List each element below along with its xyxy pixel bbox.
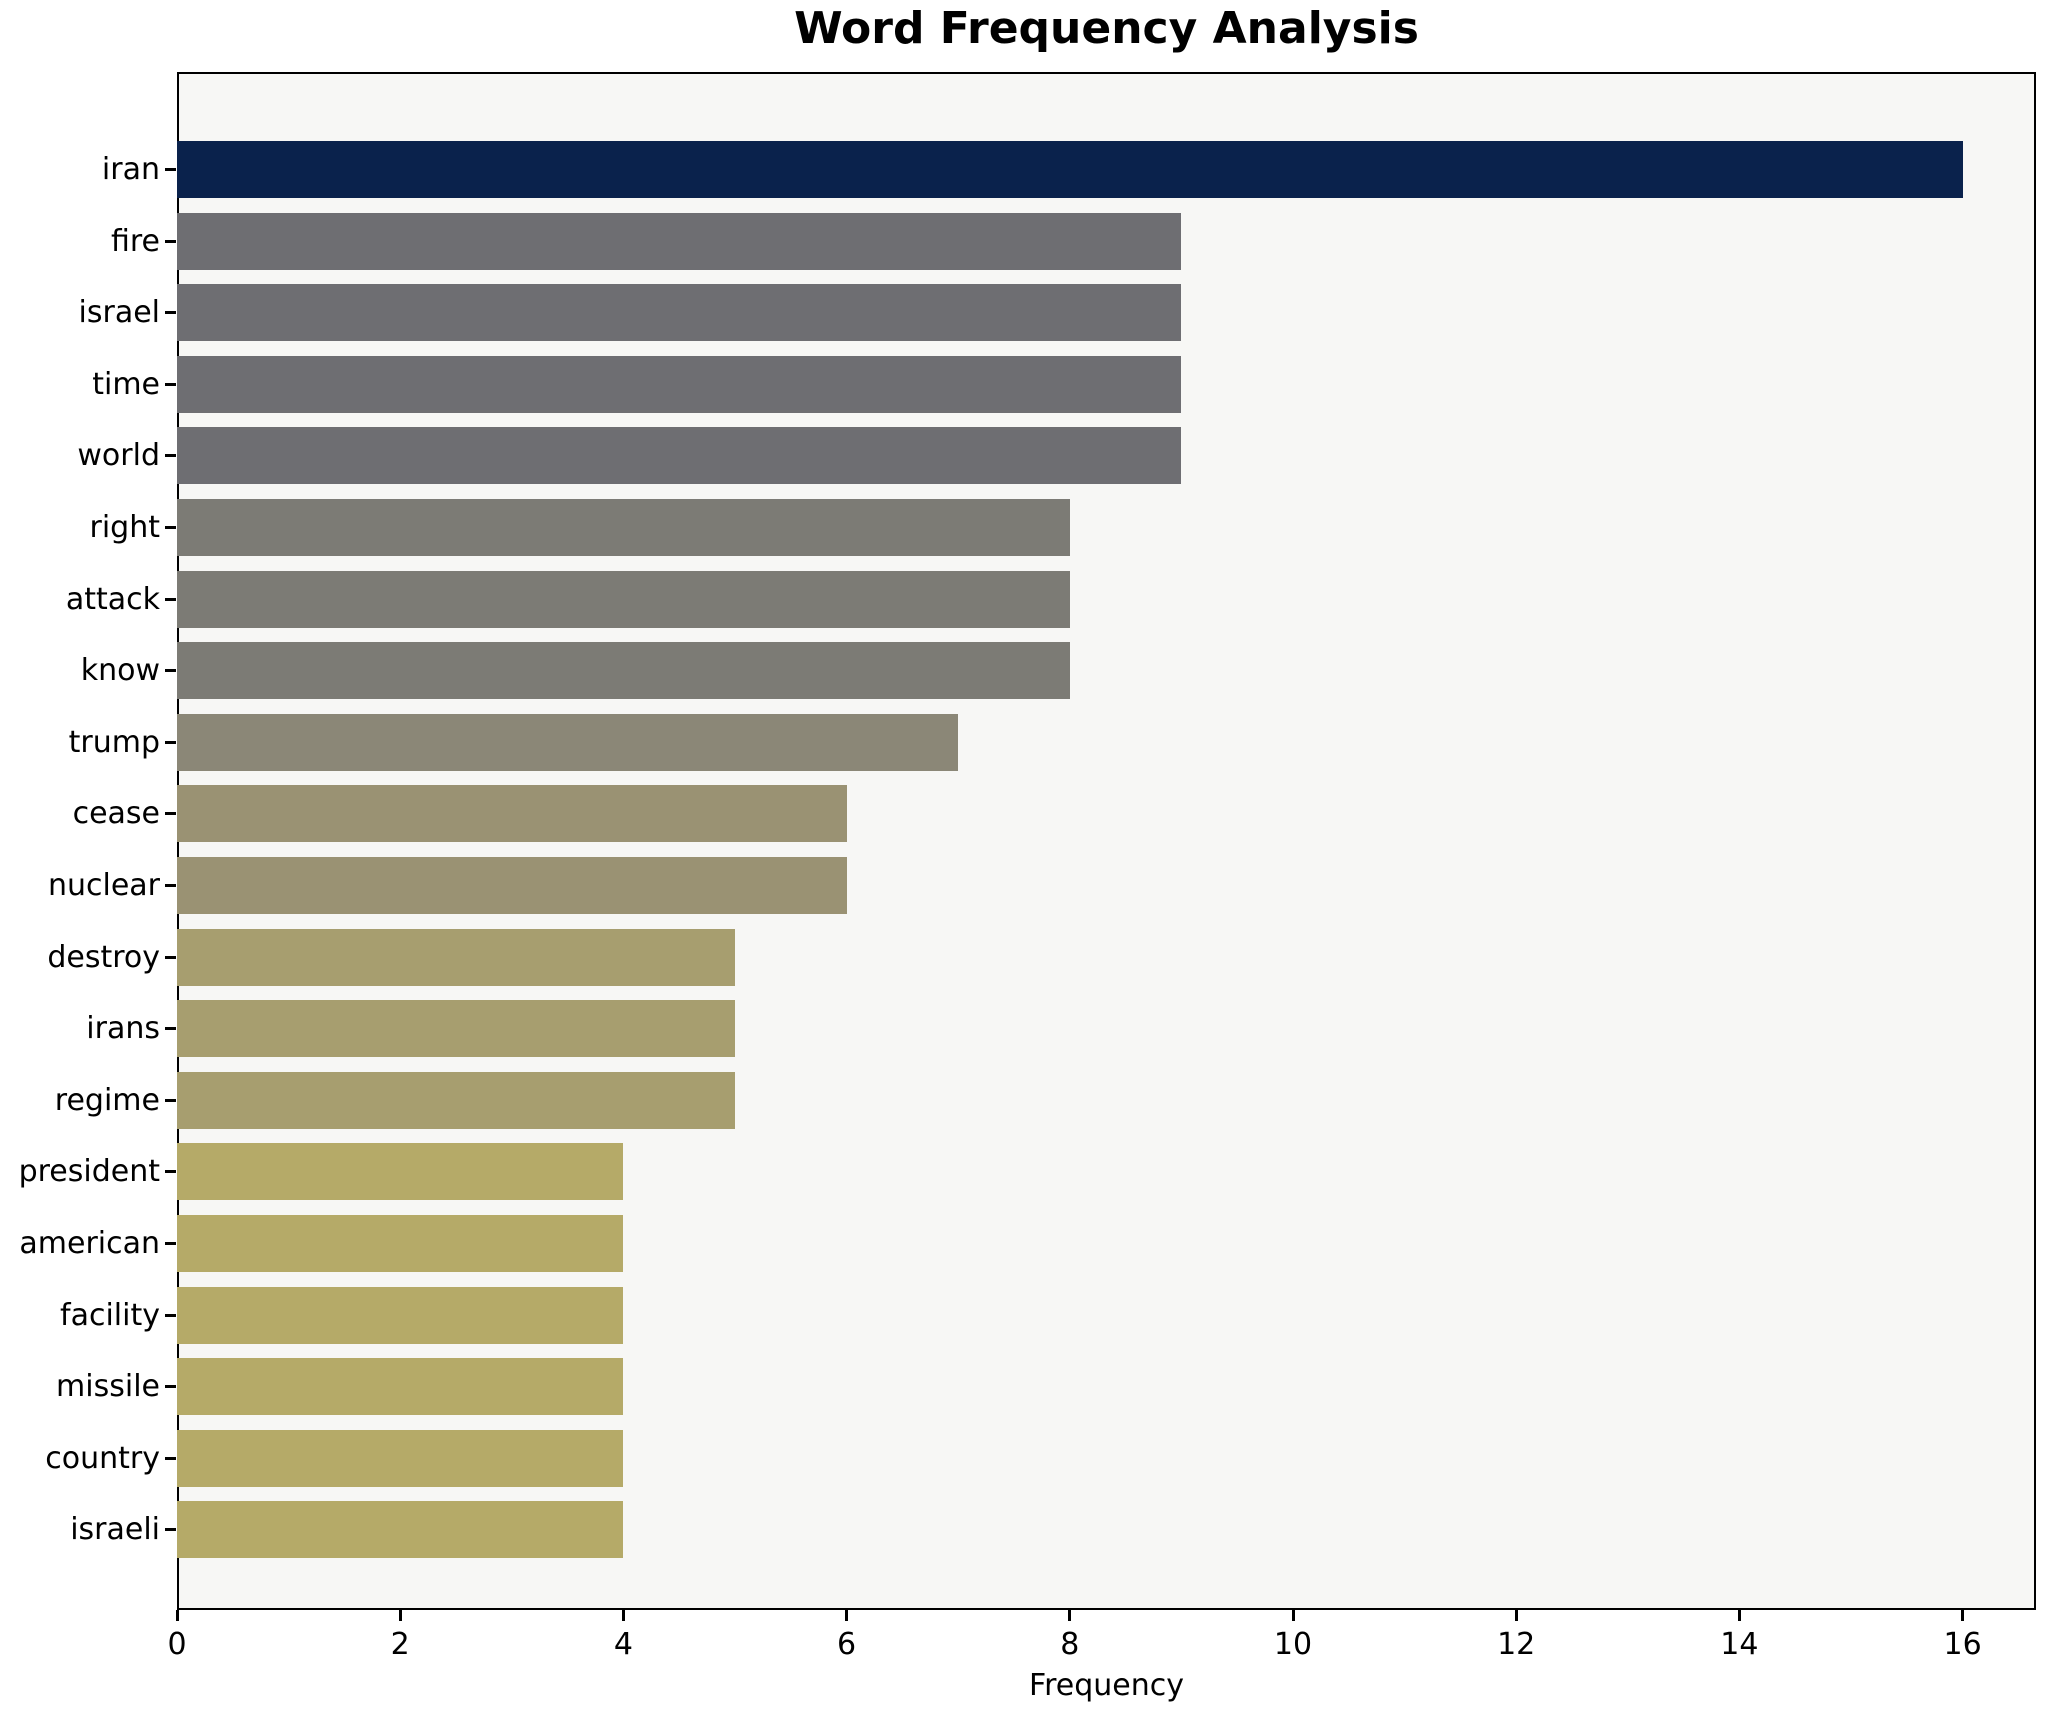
bar-fire bbox=[177, 212, 1182, 270]
y-tick-american bbox=[165, 1242, 176, 1245]
bar-president bbox=[177, 1143, 624, 1201]
bar-facility bbox=[177, 1286, 624, 1344]
y-tick-facility bbox=[165, 1313, 176, 1317]
y-tick-irans bbox=[165, 1027, 176, 1031]
y-label-time: time bbox=[92, 366, 160, 402]
y-tick-israel bbox=[165, 311, 176, 315]
x-tick-14 bbox=[1737, 1610, 1741, 1621]
bar-world bbox=[177, 427, 1182, 485]
x-tick-10 bbox=[1291, 1610, 1295, 1621]
y-tick-country bbox=[165, 1456, 176, 1460]
bar-time bbox=[177, 355, 1182, 413]
y-label-israel: israel bbox=[78, 295, 160, 331]
y-tick-regime bbox=[165, 1098, 176, 1102]
x-tick-16 bbox=[1961, 1610, 1965, 1621]
y-tick-destroy bbox=[165, 955, 176, 959]
y-label-israeli: israeli bbox=[70, 1512, 160, 1548]
x-tick-8 bbox=[1068, 1610, 1072, 1621]
x-tick-label-16: 16 bbox=[1943, 1627, 1982, 1662]
chart-title: Word Frequency Analysis bbox=[794, 3, 1419, 54]
y-label-missile: missile bbox=[56, 1369, 160, 1405]
bar-regime bbox=[177, 1071, 735, 1129]
y-tick-fire bbox=[165, 239, 176, 243]
y-label-nuclear: nuclear bbox=[47, 868, 160, 903]
x-tick-label-6: 6 bbox=[837, 1627, 857, 1662]
bar-israel bbox=[177, 284, 1182, 342]
x-tick-label-14: 14 bbox=[1720, 1627, 1759, 1662]
x-tick-label-10: 10 bbox=[1273, 1627, 1313, 1662]
y-label-irans: irans bbox=[86, 1011, 160, 1047]
y-tick-attack bbox=[165, 597, 176, 601]
bar-country bbox=[177, 1429, 624, 1487]
y-label-country: country bbox=[45, 1440, 160, 1476]
y-label-american: american bbox=[19, 1226, 160, 1261]
bar-cease bbox=[177, 785, 847, 843]
y-label-trump: trump bbox=[68, 724, 160, 760]
y-tick-israeli bbox=[165, 1528, 176, 1532]
x-tick-2 bbox=[398, 1610, 402, 1621]
x-axis-label: Frequency bbox=[1029, 1668, 1184, 1703]
bar-iran bbox=[177, 141, 1963, 198]
y-tick-know bbox=[165, 669, 176, 673]
y-tick-trump bbox=[165, 740, 176, 744]
x-tick-12 bbox=[1514, 1610, 1518, 1621]
bar-know bbox=[177, 642, 1070, 700]
y-label-right: right bbox=[89, 510, 161, 545]
y-label-iran: iran bbox=[101, 152, 160, 187]
y-label-destroy: destroy bbox=[47, 939, 160, 975]
bar-missile bbox=[177, 1358, 624, 1416]
bar-nuclear bbox=[177, 857, 847, 914]
y-tick-president bbox=[165, 1170, 176, 1174]
y-tick-iran bbox=[165, 168, 176, 171]
y-label-cease: cease bbox=[72, 796, 160, 832]
y-label-regime: regime bbox=[54, 1082, 160, 1118]
y-label-attack: attack bbox=[65, 581, 160, 617]
y-tick-cease bbox=[165, 812, 176, 816]
x-tick-0 bbox=[175, 1610, 179, 1621]
y-label-president: president bbox=[18, 1154, 160, 1190]
y-tick-time bbox=[165, 382, 176, 386]
y-tick-world bbox=[165, 454, 176, 458]
bar-american bbox=[177, 1215, 624, 1272]
y-label-fire: fire bbox=[110, 223, 160, 259]
bar-right bbox=[177, 499, 1070, 556]
y-label-world: world bbox=[77, 438, 160, 474]
x-tick-label-4: 4 bbox=[613, 1627, 633, 1662]
bar-israeli bbox=[177, 1501, 624, 1559]
x-tick-label-2: 2 bbox=[390, 1627, 410, 1662]
y-tick-right bbox=[165, 526, 176, 529]
bar-irans bbox=[177, 1000, 735, 1058]
bar-destroy bbox=[177, 928, 735, 986]
x-tick-4 bbox=[621, 1610, 625, 1621]
bar-attack bbox=[177, 570, 1070, 628]
x-tick-6 bbox=[845, 1610, 849, 1621]
x-tick-label-0: 0 bbox=[167, 1627, 187, 1662]
x-tick-label-12: 12 bbox=[1497, 1627, 1536, 1662]
y-label-know: know bbox=[80, 653, 160, 689]
y-label-facility: facility bbox=[60, 1297, 160, 1333]
y-tick-nuclear bbox=[165, 884, 176, 887]
bar-trump bbox=[177, 713, 959, 771]
y-tick-missile bbox=[165, 1385, 176, 1389]
x-tick-label-8: 8 bbox=[1060, 1627, 1080, 1662]
